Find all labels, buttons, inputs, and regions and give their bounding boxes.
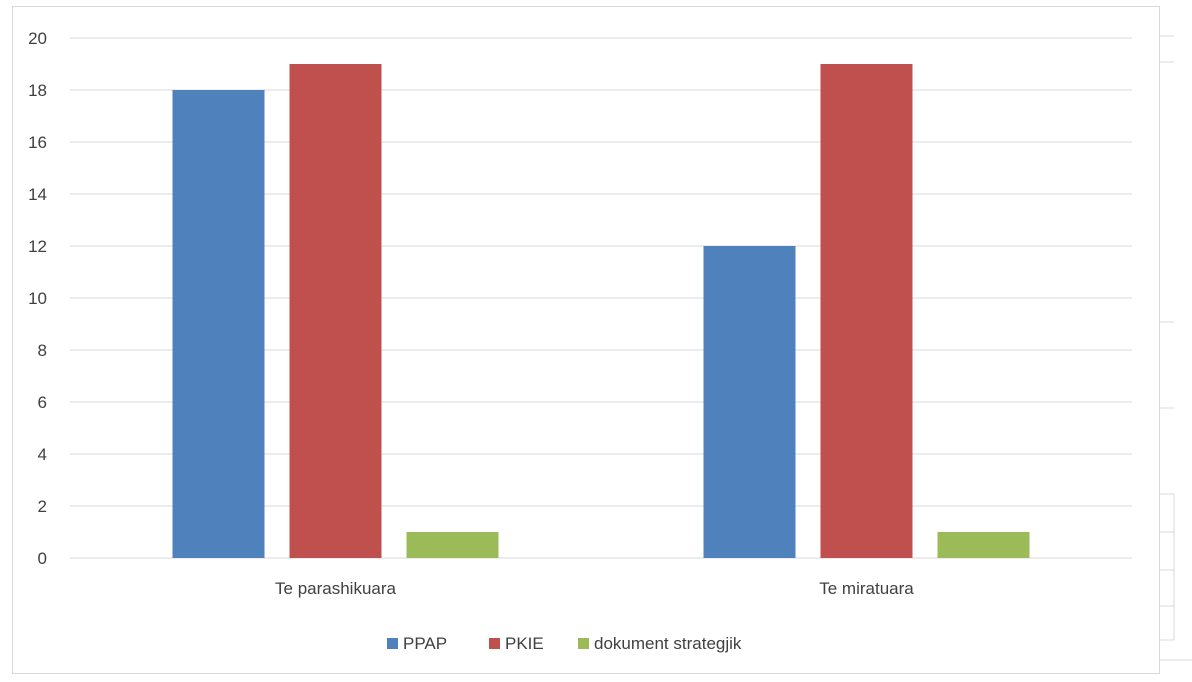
legend-label-dokument-strategjik: dokument strategjik (594, 634, 742, 653)
y-tick-label: 14 (28, 185, 47, 204)
legend-swatch-ppap (387, 638, 398, 649)
side-decoration (1160, 0, 1192, 677)
side-decoration-lines (1160, 35, 1192, 661)
y-tick-label: 18 (28, 81, 47, 100)
legend-swatch-dokument-strategjik (578, 638, 589, 649)
y-tick-label: 0 (38, 549, 47, 568)
y-tick-label: 12 (28, 237, 47, 256)
x-axis-labels: Te parashikuara Te miratuara (275, 579, 914, 598)
y-tick-label: 4 (38, 445, 47, 464)
bars (172, 64, 1030, 558)
x-tick-label: Te parashikuara (275, 579, 397, 598)
bar-ppap (172, 90, 265, 558)
bar-pkie (289, 64, 382, 558)
y-tick-label: 6 (38, 393, 47, 412)
y-tick-label: 10 (28, 289, 47, 308)
legend: PPAP PKIE dokument strategjik (387, 634, 742, 653)
bar-dokument-strategjik (937, 532, 1030, 558)
x-tick-label: Te miratuara (819, 579, 914, 598)
y-tick-label: 2 (38, 497, 47, 516)
bar-dokument-strategjik (406, 532, 499, 558)
y-tick-label: 8 (38, 341, 47, 360)
bar-ppap (703, 246, 796, 558)
legend-swatch-pkie (489, 638, 500, 649)
legend-label-pkie: PKIE (505, 634, 544, 653)
y-tick-label: 20 (28, 29, 47, 48)
y-axis-ticks: 0 2 4 6 8 10 12 14 16 18 20 (28, 29, 47, 568)
legend-label-ppap: PPAP (403, 634, 447, 653)
y-tick-label: 16 (28, 133, 47, 152)
bar-pkie (820, 64, 913, 558)
